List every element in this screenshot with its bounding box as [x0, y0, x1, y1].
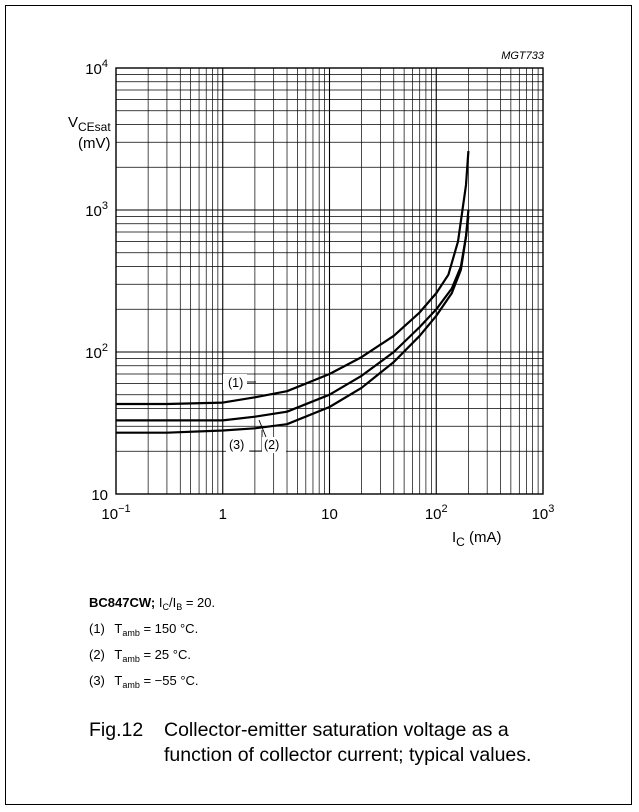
series-label-3: (3) — [229, 438, 244, 452]
note-item-1: (1) Tamb = 150 °C. — [89, 621, 199, 638]
series-label-2: (2) — [264, 438, 279, 452]
y-axis-label: VCEsat (mV) — [68, 114, 111, 152]
label-bg — [223, 374, 247, 390]
x-tick-label: 102 — [425, 503, 448, 523]
y-tick-label: 102 — [85, 342, 108, 362]
svg-text:VCEsat: VCEsat — [68, 114, 111, 134]
figure-number: Fig.12 — [89, 719, 144, 741]
curves — [116, 151, 470, 434]
note-item-3: (3) Tamb = −55 °C. — [89, 673, 199, 690]
note-item-2: (2) Tamb = 25 °C. — [89, 647, 191, 664]
notes-header: BC847CW; IC/IB = 20. — [89, 595, 216, 612]
x-tick-label: 10 — [321, 506, 338, 523]
label-bg — [262, 437, 286, 453]
chart: 10−1 1 10 102 103 10 102 103 104 (1) (3) (2) MGT73… — [68, 50, 554, 549]
y-tick-label: 10 — [91, 487, 108, 504]
x-tick-label: 103 — [532, 503, 555, 523]
y-tick-label: 103 — [85, 200, 108, 220]
notes: BC847CW; IC/IB = 20. (1) Tamb = 150 °C. … — [89, 592, 215, 696]
device-name: BC847CW; — [89, 595, 156, 610]
series-label-1: (1) — [228, 376, 243, 390]
label-leader — [258, 419, 267, 438]
x-axis-label: IC (mA) — [452, 529, 502, 549]
x-tick-label: 10−1 — [101, 503, 130, 523]
svg-text:IC (mA): IC (mA) — [452, 529, 502, 549]
label-bg — [226, 437, 250, 453]
plot-border — [115, 67, 544, 495]
tick-labels: 10−1 1 10 102 103 10 102 103 104 — [85, 58, 554, 523]
figure-caption: Fig.12 Collector-emitter saturation volta… — [89, 719, 532, 766]
curve-labels: (1) (3) (2) — [223, 374, 286, 453]
series-line-1 — [116, 151, 470, 406]
figure-frame — [5, 5, 632, 805]
series-line-3 — [116, 209, 470, 434]
y-tick-label: 104 — [85, 58, 108, 78]
grid — [116, 68, 543, 494]
svg-text:(mV): (mV) — [78, 135, 111, 152]
series-line-2 — [116, 216, 470, 422]
chart-code: MGT733 — [501, 50, 545, 62]
x-tick-label: 1 — [219, 506, 227, 523]
